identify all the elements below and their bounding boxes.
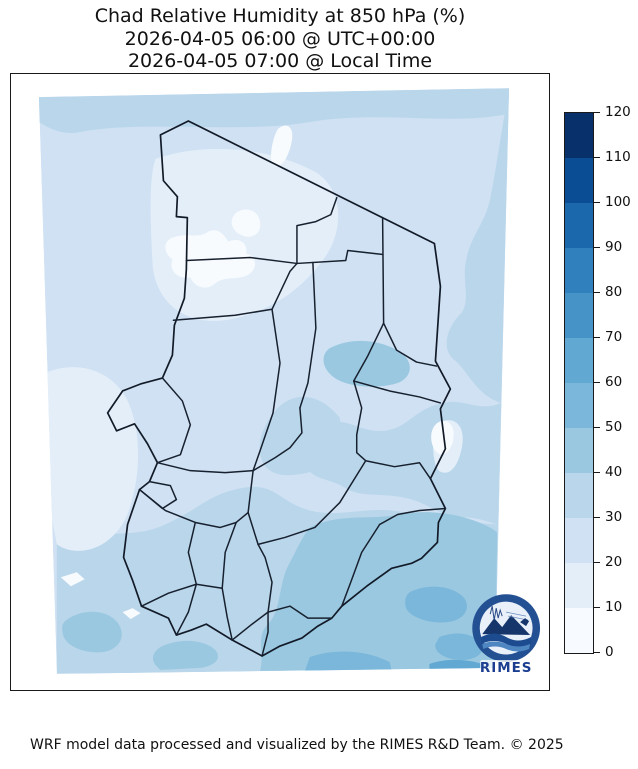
colorbar-tick-mark	[594, 292, 600, 293]
colorbar-band	[565, 383, 593, 428]
colorbar-tick-label: 60	[605, 374, 622, 390]
colorbar-band	[565, 608, 593, 653]
colorbar-band	[565, 113, 593, 158]
rimes-logo: Multi Hazard Early Warning System RIMES	[472, 594, 549, 690]
colorbar-tick-mark	[594, 427, 600, 428]
colorbar-band	[565, 338, 593, 383]
contour-field	[39, 88, 509, 674]
chart-title: Chad Relative Humidity at 850 hPa (%) 20…	[10, 5, 550, 73]
colorbar-tick-mark	[594, 157, 600, 158]
colorbar-tick-label: 120	[605, 104, 631, 120]
colorbar-tick-mark	[594, 247, 600, 248]
colorbar-tick-mark	[594, 652, 600, 653]
colorbar-tick-label: 90	[605, 239, 622, 255]
colorbar-tick-label: 110	[605, 149, 631, 165]
title-line-2: 2026-04-05 06:00 @ UTC+00:00	[10, 28, 550, 51]
colorbar-tick-mark	[594, 517, 600, 518]
colorbar-band	[565, 473, 593, 518]
colorbar-band	[565, 203, 593, 248]
colorbar-tick-label: 80	[605, 284, 622, 300]
colorbar-tick-label: 70	[605, 329, 622, 345]
colorbar-tick-mark	[594, 112, 600, 113]
colorbar-tick-mark	[594, 472, 600, 473]
colorbar-tick-mark	[594, 562, 600, 563]
colorbar-band	[565, 248, 593, 293]
map-panel: Multi Hazard Early Warning System RIMES	[10, 73, 550, 691]
colorbar-tick-label: 50	[605, 419, 622, 435]
credit-text: WRF model data processed and visualized …	[30, 737, 564, 753]
colorbar-band	[565, 158, 593, 203]
colorbar-tick-mark	[594, 337, 600, 338]
map-canvas: Multi Hazard Early Warning System RIMES	[11, 74, 549, 690]
colorbar-tick-mark	[594, 607, 600, 608]
colorbar-band	[565, 293, 593, 338]
colorbar-tick-label: 20	[605, 554, 622, 570]
colorbar-tick-label: 30	[605, 509, 622, 525]
colorbar: 0102030405060708090100110120	[564, 112, 638, 653]
colorbar-band	[565, 518, 593, 563]
colorbar-tick-mark	[594, 202, 600, 203]
colorbar-tick-label: 40	[605, 464, 622, 480]
colorbar-tick-label: 0	[605, 644, 614, 660]
weather-map-figure: Chad Relative Humidity at 850 hPa (%) 20…	[0, 0, 638, 769]
colorbar-band	[565, 563, 593, 608]
colorbar-band	[565, 428, 593, 473]
colorbar-tick-label: 10	[605, 599, 622, 615]
title-line-3: 2026-04-05 07:00 @ Local Time	[10, 50, 550, 73]
title-line-1: Chad Relative Humidity at 850 hPa (%)	[10, 5, 550, 28]
colorbar-tick-mark	[594, 382, 600, 383]
rimes-wordmark: RIMES	[480, 661, 533, 676]
colorbar-tick-label: 100	[605, 194, 631, 210]
colorbar-bands	[564, 112, 594, 654]
